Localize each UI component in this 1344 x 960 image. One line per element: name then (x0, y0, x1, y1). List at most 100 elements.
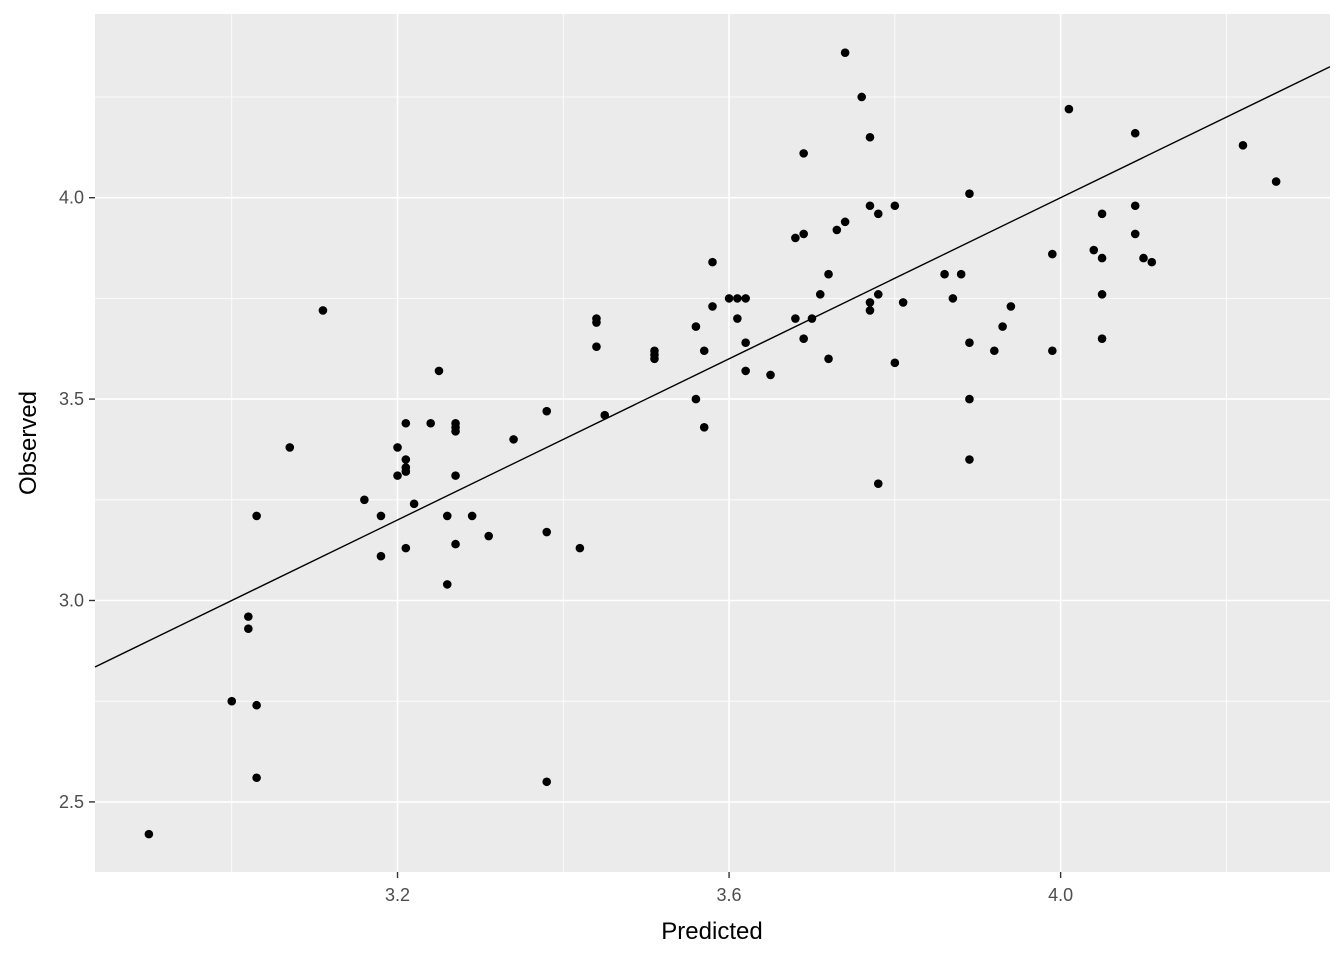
data-point (401, 467, 411, 476)
data-point (227, 696, 237, 706)
data-point (451, 427, 460, 436)
data-point (873, 479, 883, 488)
data-point (948, 294, 958, 303)
data-point (890, 201, 900, 211)
data-point (1238, 141, 1248, 150)
data-point (1130, 229, 1140, 239)
data-point (865, 298, 875, 307)
data-point (791, 233, 800, 243)
data-point (509, 435, 518, 444)
data-point (965, 189, 974, 198)
data-point (1097, 290, 1107, 299)
data-point (442, 580, 452, 589)
x-axis-title: Predicted (661, 918, 762, 945)
data-point (865, 201, 875, 211)
data-point (318, 306, 328, 315)
data-point (766, 370, 775, 380)
data-point (542, 527, 552, 537)
x-axis-ticks: 3.2 3.6 4.0 (385, 872, 1073, 905)
data-point (840, 217, 850, 227)
data-point (401, 418, 411, 428)
data-point (807, 314, 817, 323)
data-point (733, 314, 742, 323)
data-point (1048, 346, 1057, 356)
data-point (799, 149, 808, 158)
data-point (592, 342, 601, 352)
data-point (409, 499, 419, 509)
x-tick-label: 4.0 (1048, 885, 1073, 905)
data-point (724, 294, 734, 303)
data-point (401, 455, 411, 464)
y-tick-label: 2.5 (59, 792, 84, 812)
data-point (940, 269, 949, 279)
data-point (575, 543, 585, 553)
data-point (467, 511, 477, 521)
data-point (1130, 128, 1140, 138)
data-point (252, 700, 261, 710)
data-point (600, 410, 610, 420)
data-point (898, 298, 908, 307)
data-point (873, 290, 883, 299)
data-point (426, 418, 435, 428)
data-point (1097, 209, 1107, 219)
data-point (965, 338, 974, 347)
data-point (244, 612, 253, 621)
data-point (542, 406, 552, 416)
data-point (252, 511, 261, 521)
data-point (1130, 201, 1140, 211)
data-point (244, 624, 253, 633)
data-point (708, 302, 717, 311)
minor-gridlines (95, 14, 1330, 872)
data-point (1048, 249, 1057, 259)
data-point (691, 322, 701, 331)
y-axis-title: Observed (15, 391, 42, 495)
data-point (865, 306, 875, 315)
data-point (799, 334, 808, 343)
x-tick-label: 3.2 (385, 885, 410, 905)
data-point (815, 290, 825, 299)
major-gridlines (95, 14, 1330, 872)
data-point (434, 366, 444, 376)
data-point (832, 225, 842, 235)
data-point (857, 92, 866, 102)
data-point (376, 551, 386, 561)
data-point (699, 422, 709, 432)
y-tick-label: 4.0 (59, 188, 84, 208)
data-point (990, 346, 999, 356)
data-point (451, 539, 460, 549)
data-point (699, 346, 709, 356)
data-point (393, 471, 402, 480)
data-point (824, 269, 833, 279)
data-point (741, 338, 750, 347)
data-point (592, 318, 601, 327)
data-point (799, 229, 808, 239)
x-tick-label: 3.6 (717, 885, 742, 905)
data-point (1097, 334, 1107, 343)
data-point (1271, 177, 1281, 186)
data-point (542, 777, 552, 787)
data-point (376, 511, 386, 521)
y-tick-label: 3.0 (59, 591, 84, 611)
data-point (484, 531, 494, 541)
identity-line (94, 66, 1331, 668)
data-point (1147, 257, 1157, 267)
data-point (824, 354, 833, 364)
data-point (650, 354, 659, 364)
data-point (791, 314, 800, 323)
data-point (998, 322, 1007, 331)
data-point (285, 443, 295, 452)
data-point (144, 829, 154, 839)
data-point (956, 269, 966, 279)
data-point (733, 294, 742, 303)
data-point (1139, 253, 1148, 263)
data-point (393, 443, 402, 452)
data-point (965, 394, 974, 404)
data-point (442, 511, 452, 521)
data-point (1089, 245, 1099, 255)
data-point (865, 132, 875, 142)
data-point (451, 471, 460, 480)
data-point (873, 209, 883, 219)
data-point (741, 294, 750, 303)
data-point (965, 455, 974, 464)
data-point (1006, 302, 1016, 311)
